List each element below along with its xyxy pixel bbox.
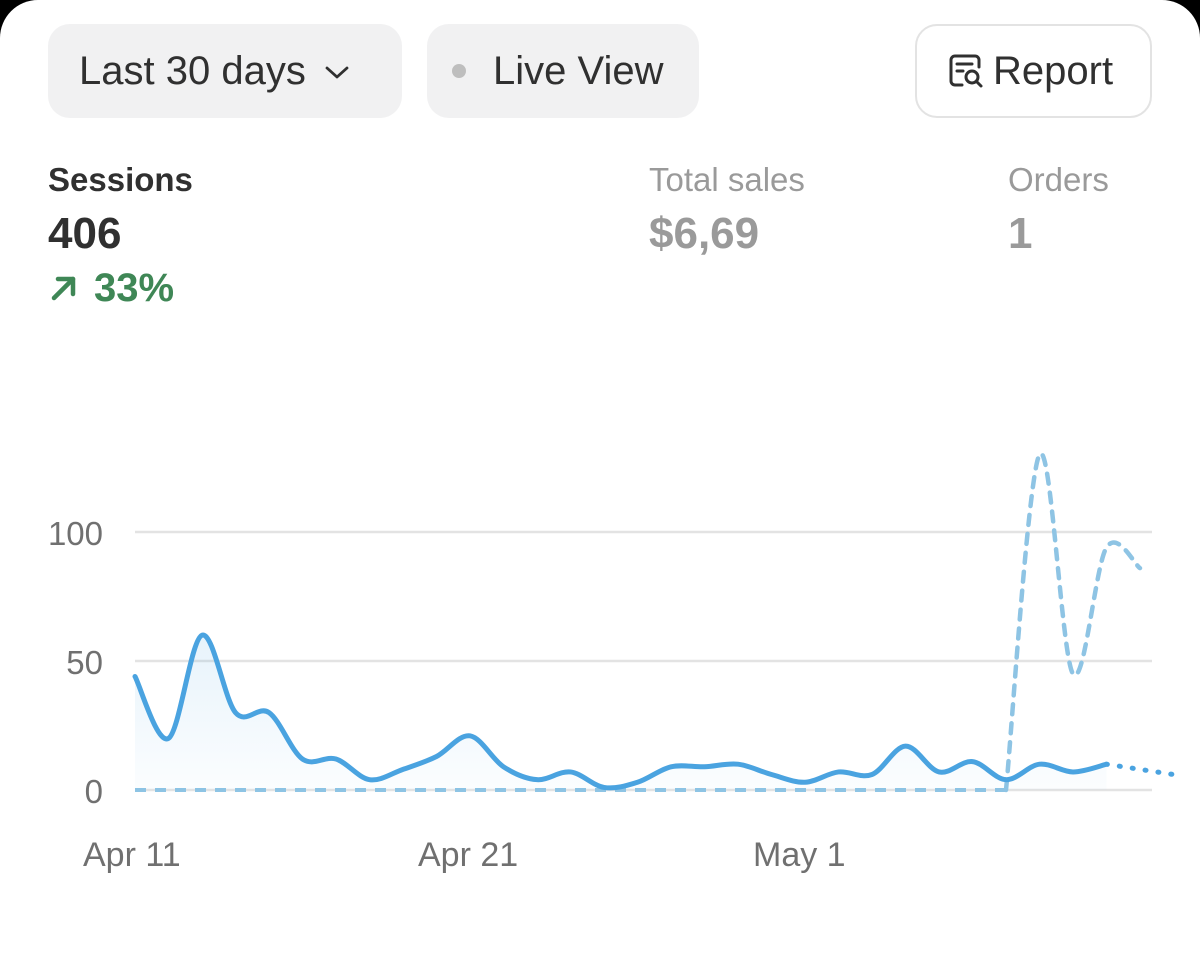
date-range-button[interactable]: Last 30 days: [48, 24, 402, 118]
y-tick-label: 50: [66, 644, 103, 681]
sessions-series-line: [132, 632, 1109, 791]
date-range-label: Last 30 days: [79, 48, 306, 93]
comparison-series-line-recent: [1003, 451, 1143, 793]
sessions-metric[interactable]: Sessions 406 33%: [48, 160, 193, 312]
sessions-change: 33%: [48, 264, 193, 312]
status-dot-icon: [452, 64, 466, 78]
sessions-label: Sessions: [48, 161, 193, 198]
total-sales-metric[interactable]: Total sales $6,69: [649, 160, 805, 260]
sessions-area: [135, 635, 1107, 790]
total-sales-label: Total sales: [649, 161, 805, 198]
orders-label: Orders: [1008, 161, 1109, 198]
arrow-up-right-icon: [51, 276, 76, 301]
y-tick-label: 100: [48, 515, 103, 552]
live-view-label: Live View: [493, 48, 664, 93]
chevron-down-icon: [325, 66, 349, 79]
live-view-button[interactable]: Live View: [427, 24, 699, 118]
sessions-change-value: 33%: [94, 266, 175, 310]
x-tick-label: Apr 11: [83, 836, 181, 874]
sessions-chart: 0 50 100 Apr 11 Apr 21 May 1: [48, 451, 1176, 874]
orders-value: 1: [1008, 209, 1033, 258]
report-search-icon: [949, 54, 983, 88]
sessions-value: 406: [48, 209, 122, 258]
x-tick-label: May 1: [753, 836, 846, 874]
x-tick-label: Apr 21: [418, 836, 518, 874]
y-tick-label: 0: [85, 773, 103, 810]
report-label: Report: [993, 48, 1114, 93]
orders-metric[interactable]: Orders 1: [1008, 160, 1109, 260]
sessions-projection-line: [1104, 761, 1176, 778]
total-sales-value: $6,69: [649, 209, 760, 258]
report-button[interactable]: Report: [915, 24, 1152, 118]
